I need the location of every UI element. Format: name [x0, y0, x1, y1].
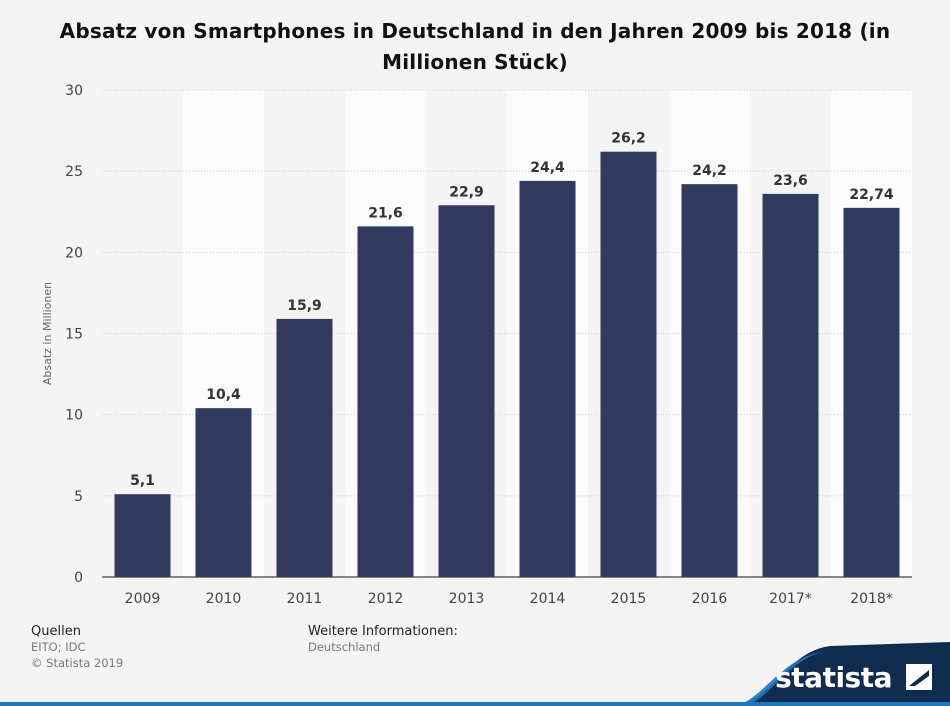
- sources-block: Quellen EITO; IDC © Statista 2019: [31, 624, 123, 671]
- data-label: 15,9: [287, 298, 322, 314]
- bar[interactable]: [438, 205, 495, 578]
- bar[interactable]: [195, 408, 252, 577]
- y-tick-label: 20: [65, 245, 83, 261]
- y-tick-label: 5: [74, 489, 83, 505]
- bar[interactable]: [843, 207, 900, 577]
- data-label: 24,2: [692, 163, 727, 179]
- y-tick-label: 25: [65, 164, 83, 180]
- bar[interactable]: [357, 226, 414, 578]
- x-tick-label: 2011: [287, 591, 323, 607]
- x-tick-label: 2015: [611, 591, 647, 607]
- x-tick-label: 2014: [530, 591, 566, 607]
- x-tick-label: 2017*: [769, 591, 812, 607]
- bar[interactable]: [762, 193, 819, 578]
- statista-logo[interactable]: [730, 642, 950, 706]
- data-label: 10,4: [206, 387, 241, 403]
- data-label: 24,4: [530, 160, 565, 176]
- bar[interactable]: [276, 318, 333, 577]
- brand-bar: [0, 702, 950, 706]
- y-tick-label: 10: [65, 408, 83, 424]
- data-label: 23,6: [773, 173, 808, 189]
- bar[interactable]: [114, 494, 171, 577]
- bar[interactable]: [519, 180, 576, 577]
- bar[interactable]: [681, 184, 738, 578]
- data-label: 22,74: [849, 187, 894, 203]
- further-info-line: Deutschland: [308, 640, 381, 654]
- chart-title: Absatz von Smartphones in Deutschland in…: [59, 19, 891, 74]
- sources-line: EITO; IDC: [31, 640, 86, 654]
- x-tick-label: 2009: [125, 591, 161, 607]
- statista-logo-icon: [906, 664, 932, 690]
- y-tick-label: 30: [65, 83, 83, 99]
- further-info-title[interactable]: Weitere Informationen:: [308, 624, 458, 639]
- x-tick-label: 2016: [692, 591, 728, 607]
- further-info-block: Weitere Informationen: Deutschland: [308, 624, 458, 655]
- x-tick-label: 2013: [449, 591, 485, 607]
- copyright-line: © Statista 2019: [31, 656, 124, 670]
- data-label: 26,2: [611, 131, 646, 147]
- x-tick-label: 2010: [206, 591, 242, 607]
- y-axis-title: Absatz in Millionen: [41, 282, 54, 385]
- data-label: 5,1: [130, 473, 155, 489]
- bar-chart: 0 5 10 15 20 25 30 5,1 2009 10,4 2010 15,9 2011 21,6 2…: [41, 83, 912, 607]
- data-label: 22,9: [449, 184, 484, 200]
- brand-name: statista: [775, 661, 892, 694]
- x-tick-label: 2012: [368, 591, 404, 607]
- bar[interactable]: [600, 151, 657, 578]
- y-tick-label: 15: [65, 327, 83, 343]
- sources-title[interactable]: Quellen: [31, 624, 81, 639]
- data-label: 21,6: [368, 205, 403, 221]
- x-tick-label: 2018*: [850, 591, 893, 607]
- y-tick-label: 0: [74, 570, 83, 586]
